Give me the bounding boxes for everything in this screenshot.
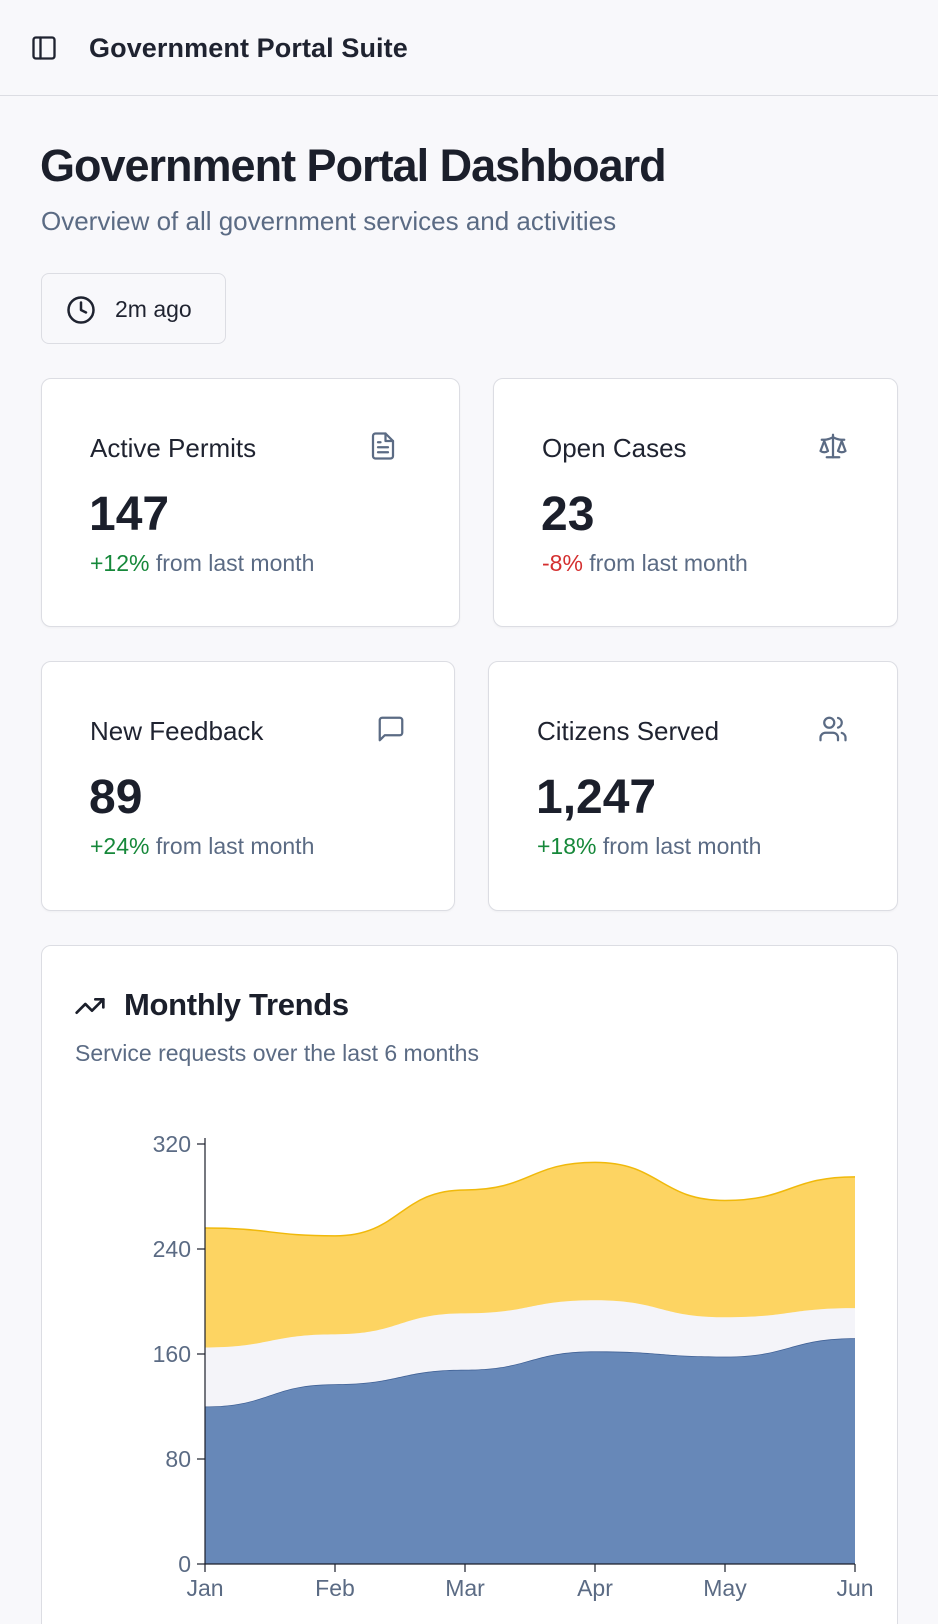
app-title: Government Portal Suite (89, 33, 408, 63)
stat-change: -8% from last month (542, 550, 748, 577)
y-tick-label: 160 (153, 1341, 191, 1367)
x-tick-label: Jan (186, 1575, 223, 1601)
x-tick-label: Mar (445, 1575, 485, 1601)
stat-change: +12% from last month (90, 550, 314, 577)
change-suffix: from last month (149, 550, 315, 576)
x-tick-label: Feb (315, 1575, 355, 1601)
change-suffix: from last month (596, 833, 762, 859)
clock-icon (67, 296, 95, 324)
trends-title: Monthly Trends (124, 987, 349, 1022)
users-icon (819, 716, 847, 742)
stat-card-new-feedback: New Feedback 89 +24% from last month (41, 661, 455, 911)
series-area-0 (205, 1338, 855, 1564)
stat-card-open-cases: Open Cases 23 -8% from last month (493, 378, 898, 627)
area-chart: 0 80 160 240 320 Jan Feb Mar Apr May Jun (153, 1131, 874, 1601)
x-tick-label: May (703, 1575, 747, 1601)
sidebar-panel-icon (32, 36, 56, 60)
x-tick-label: Jun (836, 1575, 873, 1601)
change-percent: +24% (90, 833, 150, 859)
stat-value: 89 (89, 771, 143, 824)
change-percent: +18% (537, 833, 597, 859)
stat-value: 1,247 (536, 771, 657, 824)
page-title: Government Portal Dashboard (40, 140, 667, 191)
y-tick-label: 320 (153, 1131, 191, 1157)
stat-value: 147 (89, 488, 170, 541)
change-percent: +12% (90, 550, 150, 576)
stat-label: New Feedback (90, 716, 264, 746)
series-line-2 (204, 1161, 856, 1237)
series-area-2 (205, 1162, 855, 1348)
document-icon (371, 432, 395, 460)
trends-subtitle: Service requests over the last 6 months (75, 1040, 479, 1066)
last-updated-button[interactable]: 2m ago (41, 273, 226, 344)
stat-change: +24% from last month (90, 833, 314, 860)
x-tick-label: Apr (577, 1575, 613, 1601)
trending-up-icon (75, 998, 105, 1014)
stat-label: Citizens Served (537, 716, 720, 746)
page-subtitle: Overview of all government services and … (41, 206, 617, 236)
stat-card-citizens-served: Citizens Served 1,247 +18% from last mon… (488, 661, 898, 911)
series-area-1 (205, 1300, 855, 1407)
change-percent: -8% (542, 550, 583, 576)
message-icon (378, 716, 404, 742)
stat-label: Active Permits (90, 433, 257, 463)
stat-card-active-permits: Active Permits 147 +12% from last month (41, 378, 460, 627)
y-tick-label: 0 (178, 1551, 191, 1577)
y-tick-label: 240 (153, 1236, 191, 1262)
last-updated-label: 2m ago (115, 296, 192, 322)
y-tick-label: 80 (165, 1446, 191, 1472)
stat-value: 23 (541, 488, 595, 541)
scale-icon (819, 433, 847, 459)
top-bar: Government Portal Suite (0, 0, 938, 96)
stat-label: Open Cases (542, 433, 687, 463)
change-suffix: from last month (149, 833, 315, 859)
change-suffix: from last month (582, 550, 748, 576)
monthly-trends-card: Monthly Trends Service requests over the… (41, 945, 898, 1624)
sidebar-toggle-button[interactable] (28, 32, 60, 64)
stat-change: +18% from last month (537, 833, 761, 860)
